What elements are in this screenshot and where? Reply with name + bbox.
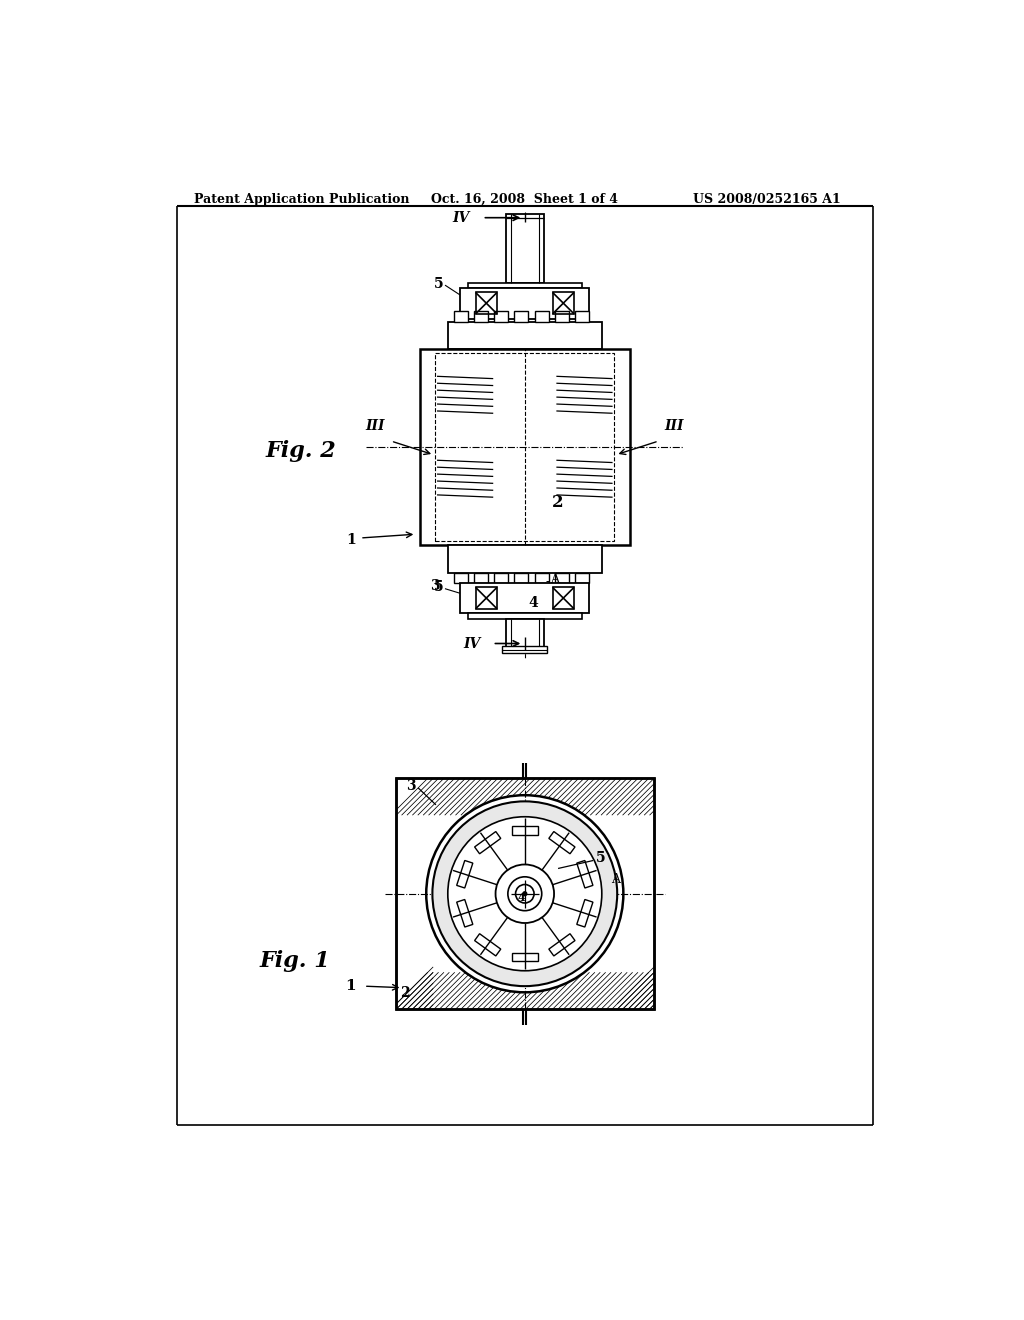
Text: 2: 2 (400, 986, 410, 1001)
Text: 5: 5 (434, 581, 444, 594)
Bar (447, 322, 602, 350)
Circle shape (447, 817, 602, 970)
Bar (474, 832, 501, 854)
Bar (460, 288, 590, 318)
Circle shape (426, 795, 624, 993)
Circle shape (432, 801, 617, 986)
Text: 3: 3 (430, 579, 440, 593)
Bar (553, 293, 574, 314)
Bar (555, 312, 568, 322)
Text: 4: 4 (517, 892, 525, 903)
Bar (555, 573, 568, 583)
Text: IV: IV (453, 211, 469, 224)
Bar (447, 545, 602, 573)
Bar (577, 861, 593, 888)
Bar (475, 587, 497, 609)
Circle shape (523, 892, 526, 896)
Text: 3: 3 (407, 779, 416, 793)
Bar (577, 899, 593, 927)
Text: Fig. 1: Fig. 1 (260, 950, 331, 972)
Bar (512, 953, 538, 961)
Bar (474, 312, 487, 322)
Bar (512, 826, 538, 834)
Text: 4: 4 (528, 595, 538, 610)
Bar (457, 861, 473, 888)
Bar (506, 619, 544, 653)
Text: 1: 1 (345, 979, 355, 993)
Bar (549, 933, 575, 956)
Bar (549, 832, 575, 854)
Text: A: A (611, 874, 621, 887)
Text: Patent Application Publication: Patent Application Publication (194, 193, 410, 206)
Bar (454, 573, 468, 583)
Bar (474, 573, 487, 583)
Bar (535, 312, 549, 322)
Text: 5: 5 (595, 851, 605, 866)
Text: A: A (550, 573, 559, 586)
Bar (457, 899, 473, 927)
Text: 1: 1 (346, 532, 356, 546)
Text: III: III (366, 418, 385, 433)
Bar (535, 573, 549, 583)
Bar (475, 293, 497, 314)
Bar (574, 312, 589, 322)
Bar (494, 573, 508, 583)
Bar (468, 612, 582, 619)
Bar (396, 779, 654, 1010)
Text: US 2008/0252165 A1: US 2008/0252165 A1 (692, 193, 841, 206)
Circle shape (508, 876, 542, 911)
Circle shape (496, 865, 554, 923)
Bar (454, 312, 468, 322)
Text: III: III (665, 418, 684, 433)
Bar (506, 214, 544, 284)
Circle shape (515, 884, 535, 903)
Bar (435, 354, 614, 541)
Bar (514, 312, 528, 322)
Bar (420, 350, 630, 545)
Text: Oct. 16, 2008  Sheet 1 of 4: Oct. 16, 2008 Sheet 1 of 4 (431, 193, 617, 206)
Bar (474, 933, 501, 956)
Text: 5: 5 (434, 277, 444, 290)
Text: Fig. 2: Fig. 2 (265, 440, 336, 462)
Text: IV: IV (463, 636, 480, 651)
Bar (494, 312, 508, 322)
Bar (460, 583, 590, 612)
Bar (468, 284, 582, 288)
Bar (503, 645, 547, 653)
Text: 2: 2 (552, 494, 563, 511)
Bar (514, 573, 528, 583)
Bar (396, 779, 654, 1010)
Bar (574, 573, 589, 583)
Bar (553, 587, 574, 609)
